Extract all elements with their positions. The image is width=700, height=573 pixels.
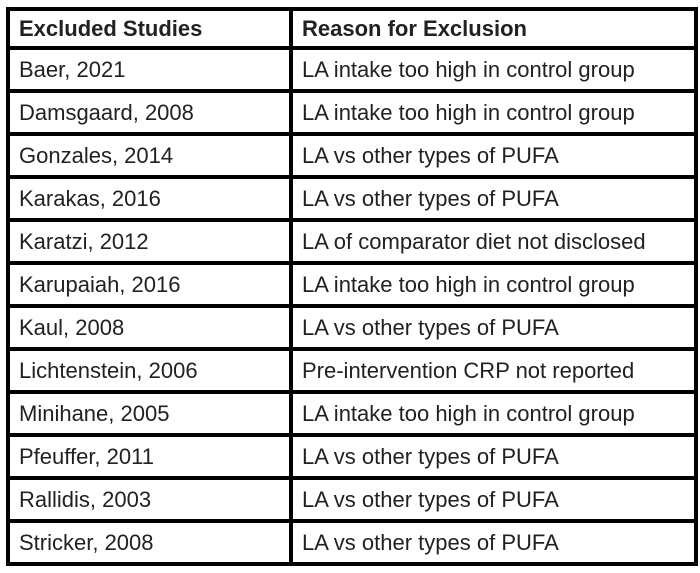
cell-reason: LA vs other types of PUFA: [289, 476, 698, 523]
cell-study: Minihane, 2005: [6, 390, 293, 437]
cell-reason: LA vs other types of PUFA: [289, 132, 698, 179]
table-header: Excluded Studies Reason for Exclusion: [6, 7, 698, 50]
cell-reason: LA vs other types of PUFA: [289, 433, 698, 480]
table-row: Pfeuffer, 2011 LA vs other types of PUFA: [6, 433, 698, 480]
cell-reason: LA vs other types of PUFA: [289, 175, 698, 222]
table-row: Karakas, 2016 LA vs other types of PUFA: [6, 175, 698, 222]
cell-study: Baer, 2021: [6, 46, 293, 93]
header-row: Excluded Studies Reason for Exclusion: [6, 7, 698, 50]
cell-reason: Pre-intervention CRP not reported: [289, 347, 698, 394]
cell-study: Karakas, 2016: [6, 175, 293, 222]
cell-study: Karatzi, 2012: [6, 218, 293, 265]
table-row: Baer, 2021 LA intake too high in control …: [6, 46, 698, 93]
cell-reason: LA of comparator diet not disclosed: [289, 218, 698, 265]
table-row: Stricker, 2008 LA vs other types of PUFA: [6, 519, 698, 566]
cell-study: Gonzales, 2014: [6, 132, 293, 179]
cell-reason: LA vs other types of PUFA: [289, 304, 698, 351]
column-header-excluded-studies: Excluded Studies: [6, 7, 293, 50]
table-row: Gonzales, 2014 LA vs other types of PUFA: [6, 132, 698, 179]
cell-reason: LA intake too high in control group: [289, 261, 698, 308]
cell-reason: LA intake too high in control group: [289, 89, 698, 136]
cell-reason: LA vs other types of PUFA: [289, 519, 698, 566]
cell-reason: LA intake too high in control group: [289, 46, 698, 93]
excluded-studies-table: Excluded Studies Reason for Exclusion Ba…: [6, 7, 698, 566]
table-row: Rallidis, 2003 LA vs other types of PUFA: [6, 476, 698, 523]
cell-study: Rallidis, 2003: [6, 476, 293, 523]
table-row: Damsgaard, 2008 LA intake too high in con…: [6, 89, 698, 136]
table-row: Minihane, 2005 LA intake too high in cont…: [6, 390, 698, 437]
cell-study: Karupaiah, 2016: [6, 261, 293, 308]
cell-reason: LA intake too high in control group: [289, 390, 698, 437]
table-row: Kaul, 2008 LA vs other types of PUFA: [6, 304, 698, 351]
table-row: Karupaiah, 2016 LA intake too high in con…: [6, 261, 698, 308]
cell-study: Lichtenstein, 2006: [6, 347, 293, 394]
table-body: Baer, 2021 LA intake too high in control …: [6, 46, 698, 566]
cell-study: Pfeuffer, 2011: [6, 433, 293, 480]
column-header-reason-for-exclusion: Reason for Exclusion: [289, 7, 698, 50]
cell-study: Kaul, 2008: [6, 304, 293, 351]
table-row: Lichtenstein, 2006 Pre-intervention CRP n…: [6, 347, 698, 394]
cell-study: Damsgaard, 2008: [6, 89, 293, 136]
cell-study: Stricker, 2008: [6, 519, 293, 566]
table-row: Karatzi, 2012 LA of comparator diet not d…: [6, 218, 698, 265]
